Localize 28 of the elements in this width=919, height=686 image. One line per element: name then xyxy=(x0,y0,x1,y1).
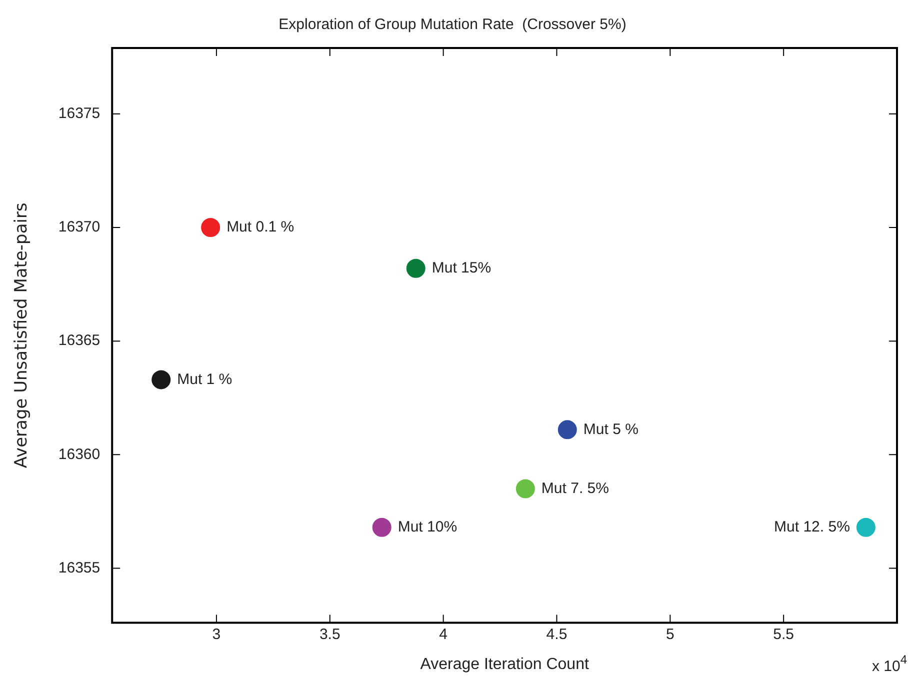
point xyxy=(201,218,220,237)
y-tick-label: 16360 xyxy=(58,446,100,463)
y-tick-label: 16370 xyxy=(58,218,100,236)
point xyxy=(152,370,171,390)
x-tick-label: 5 xyxy=(666,626,674,643)
series-label: Mut 12. 5% xyxy=(774,518,850,536)
series-label: Mut 7. 5% xyxy=(541,480,609,497)
x-axis-title: Average Iteration Count xyxy=(420,656,590,673)
x-tick-label: 3.5 xyxy=(319,626,340,643)
x-tick-label: 5.5 xyxy=(773,626,794,643)
point xyxy=(372,518,392,537)
chart-title: Exploration of Group Mutation Rate (Crossover 5%) xyxy=(278,16,626,34)
series-label: Mut 10% xyxy=(398,518,458,536)
point xyxy=(406,258,426,278)
x-tick-label: 3 xyxy=(212,626,221,643)
x-tick-label: 4.5 xyxy=(546,626,568,643)
series-label: Mut 15% xyxy=(432,260,492,277)
series-label: Mut 0.1 % xyxy=(226,218,294,236)
point xyxy=(856,518,876,537)
y-axis-title: Average Unsatisfied Mate-pairs xyxy=(12,202,32,468)
y-tick-label: 16365 xyxy=(58,332,100,350)
x-tick-label: 4 xyxy=(439,626,448,643)
y-tick-label: 16375 xyxy=(58,105,100,122)
y-tick-label: 16355 xyxy=(58,559,100,576)
series-label: Mut 1 % xyxy=(177,370,232,388)
point xyxy=(558,420,577,440)
point xyxy=(516,479,535,498)
series-label: Mut 5 % xyxy=(583,420,638,438)
